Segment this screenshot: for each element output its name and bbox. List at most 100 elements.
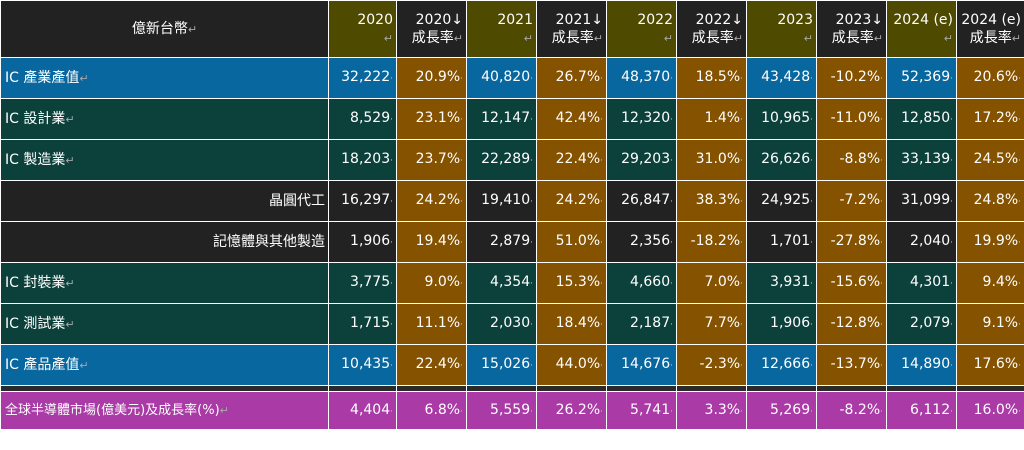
growth-rate-cell: 17.2%·	[956, 98, 1024, 140]
value-cell: 32,222·	[328, 57, 397, 99]
growth-rate-cell: 19.4%·	[396, 221, 467, 263]
growth-rate-cell: 24.2%·	[536, 180, 607, 222]
row-label: 晶圓代工	[0, 180, 329, 222]
value-cell: 15,026·	[466, 344, 537, 386]
value-cell: 26,626·	[746, 139, 817, 181]
year-header: 2022 ↵	[606, 0, 677, 58]
growth-rate-cell: 24.5%·	[956, 139, 1024, 181]
value-cell: 26,847·	[606, 180, 677, 222]
growth-rate-cell: 9.0%·	[396, 262, 467, 304]
growth-rate-cell: 38.3%·	[676, 180, 747, 222]
growth-rate-cell: 7.7%·	[676, 303, 747, 345]
value-cell: 1,715·	[328, 303, 397, 345]
value-cell: 5,269·	[746, 391, 817, 430]
header-line-2: 成長率↵	[831, 29, 883, 46]
table-row: IC 產品產值↵ 10,435· 22.4%· 15,026· 44.0%· 14,676…	[0, 344, 1024, 386]
year-header: 2023 ↵	[746, 0, 817, 58]
growth-rate-cell: 23.7%·	[396, 139, 467, 181]
growth-rate-cell: 22.4%·	[536, 139, 607, 181]
header-line-1: 2020↓	[415, 11, 463, 28]
header-line-1: 2021	[497, 11, 533, 28]
growth-rate-cell: 3.3%·	[676, 391, 747, 430]
growth-rate-cell: -18.2%·	[676, 221, 747, 263]
growth-rate-cell: -11.0%·	[816, 98, 887, 140]
growth-header: 2022↓ 成長率↵	[676, 0, 747, 58]
value-cell: 48,370·	[606, 57, 677, 99]
value-cell: 4,301·	[886, 262, 957, 304]
table-row: 記憶體與其他製造 1,906· 19.4%· 2,879· 51.0%· 2,356· -1…	[0, 221, 1024, 263]
growth-rate-cell: -12.8%·	[816, 303, 887, 345]
growth-rate-cell: 7.0%·	[676, 262, 747, 304]
growth-rate-cell: -8.2%·	[816, 391, 887, 430]
year-header: 2024 (e) ↵	[886, 0, 957, 58]
value-cell: 19,410·	[466, 180, 537, 222]
growth-rate-cell: -2.3%·	[676, 344, 747, 386]
header-row: 億新台幣↵ 2020 ↵ 2020↓ 成長率↵ 2021 ↵ 2021↓ 成長率↵ 2022 ↵ 2…	[0, 0, 1024, 58]
header-line-1: 2023↓	[835, 11, 883, 28]
growth-rate-cell: 18.5%·	[676, 57, 747, 99]
value-cell: 10,435·	[328, 344, 397, 386]
header-line-1: 2022↓	[695, 11, 743, 28]
value-cell: 1,906·	[746, 303, 817, 345]
row-label: IC 設計業↵	[0, 98, 329, 140]
growth-rate-cell: 15.3%·	[536, 262, 607, 304]
growth-rate-cell: -13.7%·	[816, 344, 887, 386]
value-cell: 3,931·	[746, 262, 817, 304]
unit-header: 億新台幣↵	[0, 0, 329, 58]
value-cell: 12,320·	[606, 98, 677, 140]
table-row: IC 封裝業↵ 3,775· 9.0%· 4,354· 15.3%· 4,660· 7.0%…	[0, 262, 1024, 304]
header-line-1: 2024 (e)	[893, 11, 953, 28]
row-label: 記憶體與其他製造	[0, 221, 329, 263]
value-cell: 1,701·	[746, 221, 817, 263]
growth-rate-cell: -8.8%·	[816, 139, 887, 181]
growth-rate-cell: 6.8%·	[396, 391, 467, 430]
row-label: IC 產業產值↵	[0, 57, 329, 99]
header-line-2: 成長率↵	[411, 29, 463, 46]
value-cell: 43,428·	[746, 57, 817, 99]
growth-rate-cell: 23.1%·	[396, 98, 467, 140]
growth-header: 2021↓ 成長率↵	[536, 0, 607, 58]
header-line-2: 成長率↵	[551, 29, 603, 46]
table-row: IC 製造業↵ 18,203· 23.7%· 22,289· 22.4%· 29,203·…	[0, 139, 1024, 181]
growth-header: 2020↓ 成長率↵	[396, 0, 467, 58]
header-line-1: 2024 (e)	[961, 11, 1021, 28]
value-cell: 2,356·	[606, 221, 677, 263]
value-cell: 4,354·	[466, 262, 537, 304]
growth-rate-cell: 31.0%·	[676, 139, 747, 181]
growth-rate-cell: -7.2%·	[816, 180, 887, 222]
table-row: IC 產業產值↵ 32,222· 20.9%· 40,820· 26.7%· 48,370…	[0, 57, 1024, 99]
value-cell: 12,850·	[886, 98, 957, 140]
value-cell: 2,030·	[466, 303, 537, 345]
row-label: IC 封裝業↵	[0, 262, 329, 304]
global-market-row: 全球半導體市場(億美元)及成長率(%)↵ 4,404· 6.8%· 5,559· 26.…	[0, 391, 1024, 430]
growth-rate-cell: 42.4%·	[536, 98, 607, 140]
value-cell: 16,297·	[328, 180, 397, 222]
growth-rate-cell: 9.1%·	[956, 303, 1024, 345]
row-label: IC 測試業↵	[0, 303, 329, 345]
value-cell: 18,203·	[328, 139, 397, 181]
growth-rate-cell: 20.9%·	[396, 57, 467, 99]
growth-rate-cell: 11.1%·	[396, 303, 467, 345]
header-line-2: 成長率↵	[691, 29, 743, 46]
value-cell: 2,879·	[466, 221, 537, 263]
growth-header: 2024 (e) 成長率↵	[956, 0, 1024, 58]
growth-rate-cell: 22.4%·	[396, 344, 467, 386]
value-cell: 1,906·	[328, 221, 397, 263]
growth-rate-cell: 16.0%·	[956, 391, 1024, 430]
growth-rate-cell: -27.8%·	[816, 221, 887, 263]
table-body: IC 產業產值↵ 32,222· 20.9%· 40,820· 26.7%· 48,370…	[0, 57, 1024, 430]
table-row: 晶圓代工 16,297· 24.2%· 19,410· 24.2%· 26,847· 38.…	[0, 180, 1024, 222]
table-row: IC 測試業↵ 1,715· 11.1%· 2,030· 18.4%· 2,187· 7.7…	[0, 303, 1024, 345]
growth-rate-cell: 9.4%·	[956, 262, 1024, 304]
value-cell: 24,925·	[746, 180, 817, 222]
value-cell: 2,187·	[606, 303, 677, 345]
growth-rate-cell: 24.8%·	[956, 180, 1024, 222]
header-line-2: 成長率↵	[969, 29, 1021, 46]
value-cell: 8,529·	[328, 98, 397, 140]
value-cell: 10,965·	[746, 98, 817, 140]
growth-rate-cell: 17.6%·	[956, 344, 1024, 386]
header-line-1: 2022	[637, 11, 673, 28]
growth-rate-cell: -15.6%·	[816, 262, 887, 304]
header-line-1: 2021↓	[555, 11, 603, 28]
growth-rate-cell: 44.0%·	[536, 344, 607, 386]
